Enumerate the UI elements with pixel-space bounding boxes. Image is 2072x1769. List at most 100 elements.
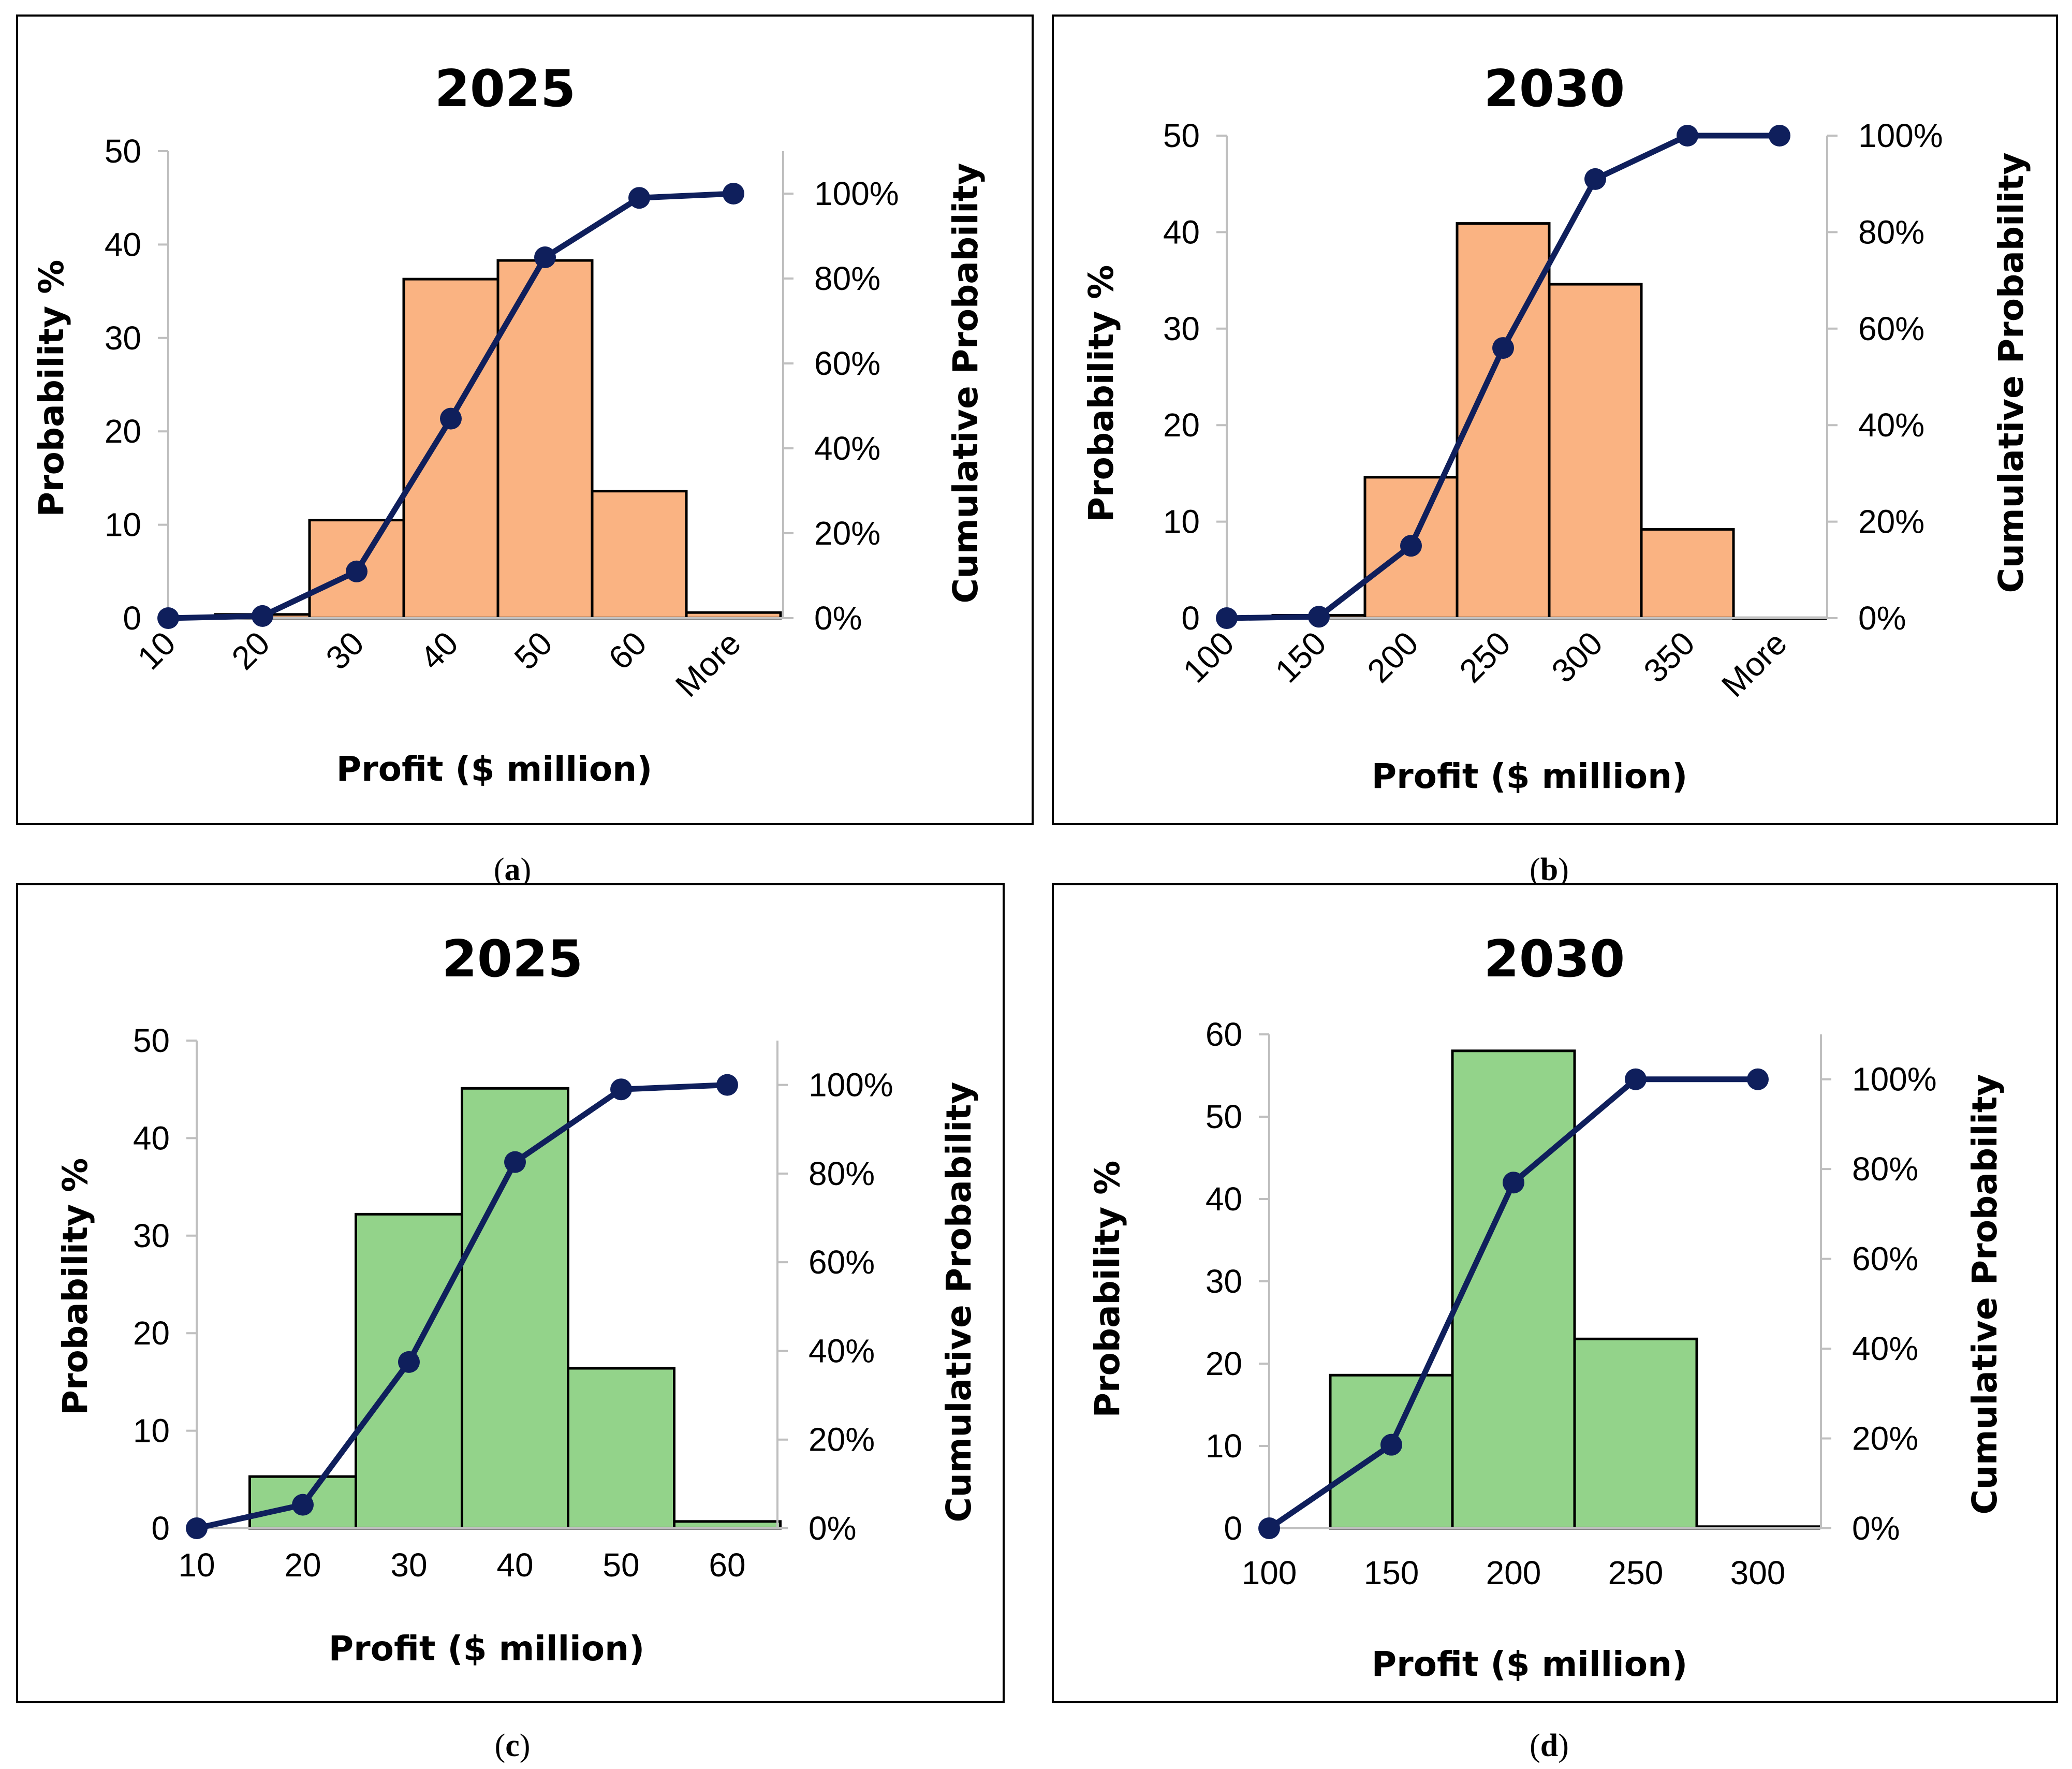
chart-title: 2025 <box>442 930 583 989</box>
cumulative-point <box>346 560 368 582</box>
cumulative-point <box>534 246 556 268</box>
label-close: ) <box>1558 852 1569 887</box>
histogram-bar <box>402 277 499 620</box>
panel-label: (a) <box>494 852 531 887</box>
x-tick-label: 250 <box>1608 1554 1664 1591</box>
cumulative-point <box>252 605 273 627</box>
y2-tick-label: 100% <box>1858 117 1943 154</box>
cumulative-point <box>1492 337 1514 359</box>
cumulative-point <box>1400 535 1422 557</box>
label-letter: d <box>1540 1728 1558 1763</box>
y2-tick-label: 0% <box>814 600 862 637</box>
x-tick-label: 60 <box>709 1546 745 1584</box>
chart-title: 2030 <box>1484 60 1625 119</box>
label-letter: c <box>505 1728 520 1763</box>
y2-tick-label: 80% <box>1858 213 1924 251</box>
histogram-bar <box>496 259 594 620</box>
cumulative-point <box>398 1351 420 1373</box>
x-tick-label: 10 <box>178 1546 215 1584</box>
y-tick-label: 20 <box>1163 406 1200 444</box>
y2-tick-label: 40% <box>809 1332 875 1369</box>
x-tick-label: 30 <box>390 1546 427 1584</box>
y-tick-label: 30 <box>1206 1263 1242 1300</box>
label-close: ) <box>521 852 532 887</box>
histogram-bar <box>1640 528 1735 620</box>
label-open: ( <box>1530 852 1540 887</box>
y2-tick-label: 20% <box>1852 1420 1918 1457</box>
y-tick-label: 10 <box>1163 503 1200 540</box>
y2-tick-label: 20% <box>809 1421 875 1458</box>
y2-tick-label: 20% <box>814 515 880 552</box>
histogram-bar <box>1548 283 1643 620</box>
y-tick-label: 50 <box>1163 117 1200 154</box>
x-axis-title: Profit ($ million) <box>336 749 653 789</box>
y-tick-label: 40 <box>105 226 141 263</box>
x-tick-label: 50 <box>603 1546 639 1584</box>
y2-tick-label: 80% <box>1852 1150 1918 1188</box>
x-axis-title: Profit ($ million) <box>1372 1644 1688 1684</box>
y-tick-label: 10 <box>133 1412 170 1450</box>
cumulative-line <box>194 1082 730 1531</box>
plot-area: 0 10 20 30 40 50 60 0% 20% 40% 60% 80% 100% 100 150 200… <box>1206 1016 1937 1591</box>
y-axis-title: Probability % <box>32 260 71 517</box>
y-axis-title: Probability % <box>1081 265 1121 522</box>
y2-tick-label: 0% <box>1852 1510 1900 1547</box>
y2-tick-label: 0% <box>809 1510 857 1547</box>
cumulative-point <box>610 1078 632 1101</box>
panel-d: 2030 Probability % Cumulative Probabilit… <box>1052 883 2058 1763</box>
y2-tick-label: 60% <box>1858 310 1924 347</box>
y-tick-label: 0 <box>123 600 141 637</box>
y2-tick-label: 20% <box>1858 503 1924 540</box>
label-letter: b <box>1540 852 1558 887</box>
cumulative-point <box>628 187 650 209</box>
panel-label: (d) <box>1530 1728 1569 1763</box>
y-tick-label: 40 <box>1206 1180 1242 1218</box>
label-close: ) <box>520 1728 531 1763</box>
x-tick-label: 20 <box>284 1546 321 1584</box>
cumulative-point <box>1380 1434 1402 1456</box>
cumulative-point <box>1625 1068 1647 1090</box>
y2-axis-title: Cumulative Probability <box>946 163 986 603</box>
y2-tick-label: 80% <box>809 1155 875 1192</box>
y2-axis-title: Cumulative Probability <box>939 1081 979 1522</box>
y-tick-label: 30 <box>1163 310 1200 347</box>
cumulative-point <box>186 1517 208 1539</box>
label-open: ( <box>494 852 505 887</box>
x-tick-label: 100 <box>1242 1554 1297 1591</box>
y-tick-label: 0 <box>1224 1510 1242 1547</box>
y-tick-label: 10 <box>105 506 141 544</box>
label-close: ) <box>1558 1728 1569 1763</box>
y2-tick-label: 0% <box>1858 600 1906 637</box>
histogram-bar <box>1451 1049 1576 1530</box>
y2-tick-label: 40% <box>814 430 880 467</box>
y-axis-title: Probability % <box>55 1158 95 1415</box>
y-tick-label: 30 <box>133 1217 170 1254</box>
x-tick-label: 40 <box>496 1546 533 1584</box>
y2-tick-label: 60% <box>1852 1240 1918 1278</box>
x-axis-title: Profit ($ million) <box>329 1629 645 1669</box>
cumulative-point <box>1258 1517 1280 1539</box>
panel-a: 2025 Probability % Cumulative Probabilit… <box>16 14 1034 887</box>
cumulative-point <box>723 183 744 204</box>
cumulative-point <box>504 1151 526 1173</box>
x-tick-label: 150 <box>1364 1554 1419 1591</box>
y2-tick-label: 100% <box>814 175 899 212</box>
panel-c: 2025 Probability % Cumulative Probabilit… <box>16 883 1005 1763</box>
y-tick-label: 40 <box>133 1119 170 1157</box>
panel-label: (c) <box>495 1728 531 1763</box>
y-tick-label: 10 <box>1206 1427 1242 1465</box>
y-tick-label: 60 <box>1206 1016 1242 1053</box>
y-tick-label: 50 <box>133 1022 170 1059</box>
y-tick-label: 50 <box>105 133 141 170</box>
y-tick-label: 40 <box>1163 213 1200 251</box>
cumulative-point <box>716 1074 738 1096</box>
y2-tick-label: 40% <box>1858 406 1924 444</box>
label-open: ( <box>495 1728 506 1763</box>
histogram-bar <box>1573 1337 1698 1530</box>
y2-tick-label: 40% <box>1852 1330 1918 1367</box>
y-tick-label: 50 <box>1206 1098 1242 1135</box>
chart-title: 2025 <box>435 60 576 119</box>
y2-tick-label: 60% <box>814 345 880 382</box>
cumulative-point <box>1308 606 1330 628</box>
